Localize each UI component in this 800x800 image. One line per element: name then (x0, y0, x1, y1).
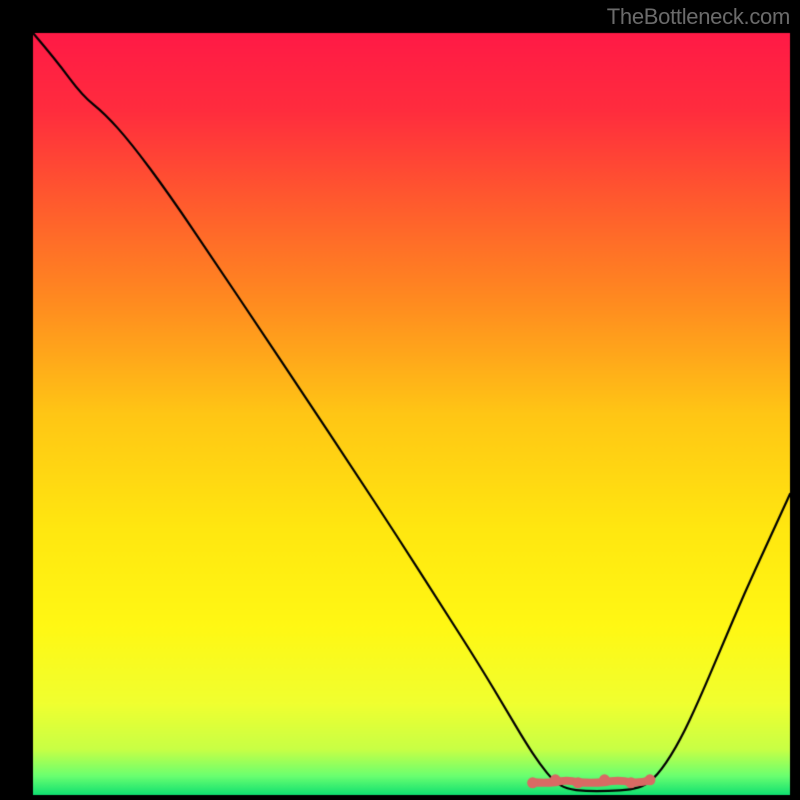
chart-canvas (0, 0, 800, 800)
chart-canvas-wrap (0, 0, 800, 800)
chart-container: TheBottleneck.com (0, 0, 800, 800)
watermark-text: TheBottleneck.com (607, 4, 790, 30)
